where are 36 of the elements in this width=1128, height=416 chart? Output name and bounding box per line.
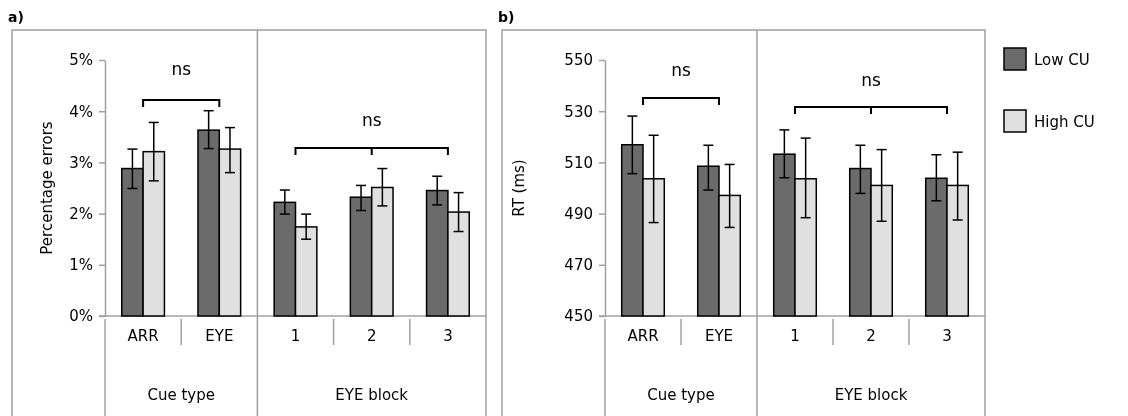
y-tick-label: 550 xyxy=(564,51,593,70)
x-tick-label: 2 xyxy=(866,327,876,345)
y-tick-label: 2% xyxy=(69,204,93,223)
annotation: ns xyxy=(861,70,881,90)
y-axis-title: Percentage errors xyxy=(38,121,56,255)
x-tick-label: 3 xyxy=(942,327,952,345)
y-tick-label: 0% xyxy=(69,307,93,326)
chart-title: a) xyxy=(8,9,24,25)
text: EYE block xyxy=(335,386,409,404)
y-tick-label: 470 xyxy=(564,256,593,275)
x-tick-label: EYE xyxy=(704,327,734,345)
text: Cue type xyxy=(147,386,215,404)
chart-title: b) xyxy=(498,9,515,25)
text: EYE block xyxy=(834,386,908,404)
annotation: ns xyxy=(671,60,691,80)
x-tick-label: 3 xyxy=(443,327,453,345)
x-tick-label: 1 xyxy=(290,327,301,345)
x-tick-label: EYE xyxy=(205,327,234,345)
y-tick-label: 530 xyxy=(564,102,593,121)
text: Cue type xyxy=(647,386,715,404)
y-tick-label: 5% xyxy=(69,51,93,70)
x-tick-label: ARR xyxy=(627,327,659,345)
x-tick-label: 2 xyxy=(366,327,377,345)
y-tick-label: 450 xyxy=(564,307,593,326)
x-tick-label: 1 xyxy=(790,327,800,345)
y-tick-label: 3% xyxy=(69,153,93,172)
y-tick-label: 510 xyxy=(564,153,593,172)
y-tick-label: 1% xyxy=(69,256,93,275)
legend-label: High CU xyxy=(1034,113,1095,131)
x-tick-label: ARR xyxy=(127,327,159,345)
y-axis-title: RT (ms) xyxy=(510,159,528,217)
annotation: ns xyxy=(171,59,192,79)
annotation: ns xyxy=(361,110,382,130)
y-tick-label: 4% xyxy=(69,102,93,121)
y-tick-label: 490 xyxy=(564,204,593,223)
legend-label: Low CU xyxy=(1034,51,1090,69)
